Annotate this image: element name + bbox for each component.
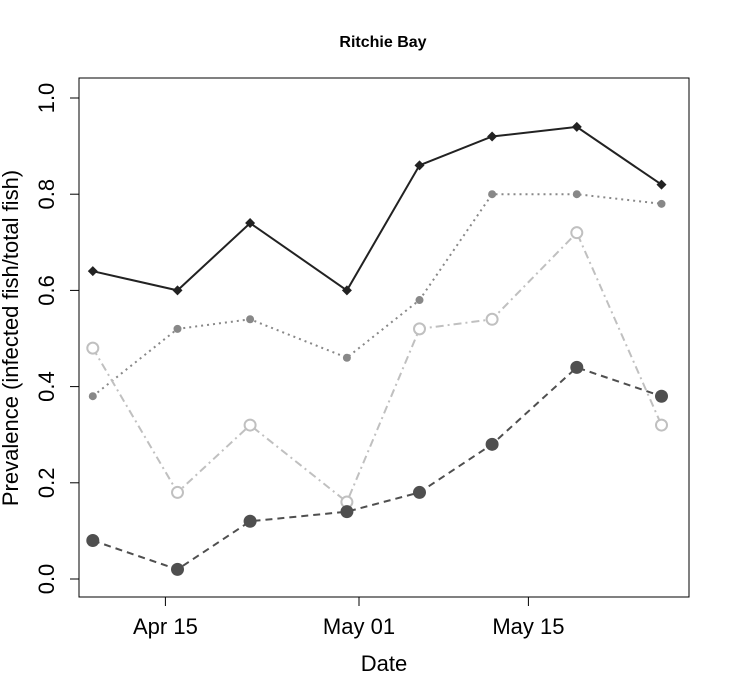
x-axis: Apr 15 May 01 May 15	[133, 596, 564, 639]
series-3-point	[485, 312, 499, 326]
y-axis-title: Prevalence (infected fish/total fish)	[0, 170, 23, 506]
y-tick-label: 0.4	[34, 371, 59, 402]
series-4-line	[92, 366, 662, 571]
series-1-point	[571, 121, 582, 132]
series-4-point	[655, 389, 668, 403]
series-2-point	[88, 392, 97, 401]
series-2-point	[488, 190, 497, 199]
series-1-point	[245, 218, 256, 229]
x-tick-label: Apr 15	[133, 614, 198, 639]
series-2-point	[342, 353, 351, 362]
series-1-line	[92, 125, 663, 292]
chart-title: Ritchie Bay	[339, 34, 426, 51]
y-tick-label: 1.0	[34, 83, 59, 114]
series-3-point	[570, 226, 584, 240]
series-4-point	[413, 485, 426, 499]
series-1-point	[341, 285, 352, 296]
series-3-point	[86, 341, 100, 355]
series-4-point	[340, 505, 354, 519]
series-3-point	[413, 322, 426, 336]
series-2-point	[657, 199, 666, 208]
series-2	[88, 190, 666, 401]
series-3	[86, 226, 668, 509]
series-2-point	[415, 296, 424, 305]
plot-frame	[78, 77, 690, 598]
series-layer	[86, 121, 668, 576]
series-2-point	[173, 324, 182, 333]
y-axis: 0.0 0.2 0.4 0.6 0.8 1.0	[34, 83, 80, 595]
series-2-line	[92, 193, 662, 397]
series-1-point	[414, 160, 425, 171]
series-1	[87, 121, 667, 296]
series-3-point	[655, 418, 668, 432]
series-4	[86, 360, 668, 576]
series-2-point	[572, 190, 581, 199]
series-2-point	[246, 315, 255, 324]
series-3-line	[91, 230, 663, 504]
series-4-point	[485, 437, 499, 451]
series-4-point	[171, 562, 184, 576]
x-tick-label: May 15	[492, 614, 564, 639]
x-axis-title: Date	[361, 651, 407, 676]
y-tick-label: 0.6	[34, 275, 59, 306]
series-4-point	[570, 360, 584, 374]
y-tick-label: 0.2	[34, 468, 59, 499]
series-1-point	[172, 285, 183, 296]
series-1-point	[487, 131, 498, 142]
series-3-point	[243, 418, 257, 432]
y-tick-label: 0.0	[34, 564, 59, 595]
x-tick-label: May 01	[323, 614, 395, 639]
series-1-point	[656, 179, 667, 190]
series-1-point	[87, 266, 98, 277]
y-tick-label: 0.8	[34, 179, 59, 210]
series-4-point	[243, 514, 257, 528]
series-4-point	[86, 534, 100, 548]
series-3-point	[171, 485, 184, 499]
